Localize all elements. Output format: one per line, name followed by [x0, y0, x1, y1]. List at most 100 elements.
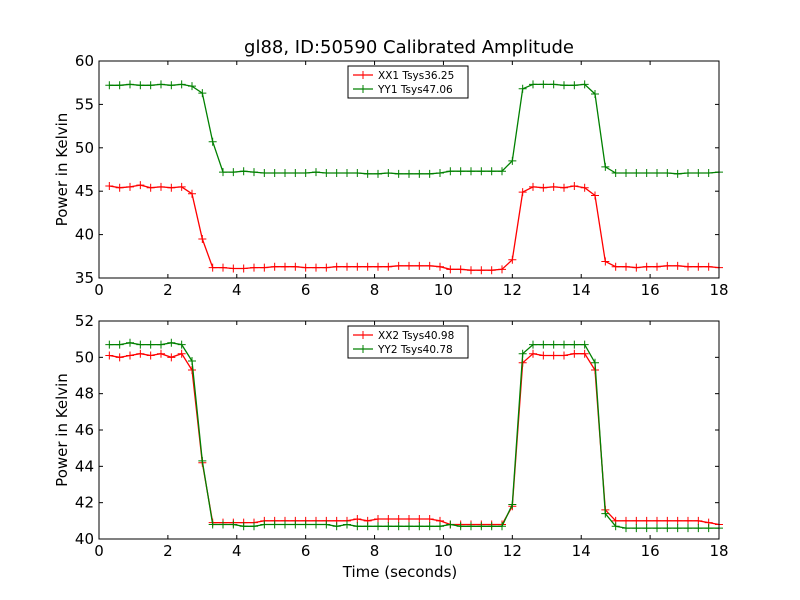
data-point [126, 351, 134, 360]
data-point [653, 262, 661, 271]
data-point [126, 80, 134, 89]
x-tick-label: 8 [370, 542, 380, 560]
data-point [291, 168, 300, 177]
data-point [291, 520, 300, 529]
data-point [136, 340, 145, 349]
data-point [157, 349, 165, 358]
x-tick-label: 10 [434, 281, 453, 299]
data-point [105, 81, 114, 90]
data-point [105, 181, 114, 190]
data-point [446, 520, 455, 529]
data-point [198, 89, 207, 98]
data-point [694, 168, 703, 177]
data-point [663, 261, 672, 270]
legend-marker [359, 331, 367, 339]
data-point [529, 182, 537, 191]
data-point [684, 168, 692, 177]
data-point [146, 351, 155, 360]
data-point [415, 169, 424, 178]
y-tick-label: 40 [75, 530, 94, 548]
data-point [570, 349, 579, 358]
data-point [694, 262, 703, 271]
data-point [312, 168, 320, 177]
data-point [560, 183, 568, 192]
data-point [374, 515, 382, 524]
data-point [663, 168, 672, 177]
data-point [177, 80, 186, 89]
data-point [518, 188, 527, 197]
data-point [405, 522, 413, 531]
data-point [384, 262, 393, 271]
data-point [508, 500, 517, 509]
data-point [694, 516, 703, 525]
data-point [704, 262, 713, 271]
data-point [632, 516, 641, 525]
data-point [425, 169, 434, 178]
data-point [353, 515, 362, 524]
y-tick-label: 55 [75, 95, 94, 113]
data-point [591, 89, 599, 98]
data-point [136, 349, 145, 358]
data-point [580, 80, 589, 89]
data-point [673, 516, 682, 525]
data-point [467, 522, 475, 531]
data-point [436, 522, 444, 531]
data-point [146, 340, 155, 349]
data-point [167, 338, 176, 347]
series-line [105, 338, 723, 533]
data-point [611, 262, 620, 271]
data-point [549, 351, 558, 360]
data-point [446, 265, 455, 274]
data-point [539, 80, 548, 89]
data-point [301, 168, 310, 177]
data-point [239, 522, 248, 531]
data-point [704, 168, 713, 177]
legend: XX2 Tsys40.98 YY2 Tsys40.78 [347, 325, 469, 359]
data-point [467, 266, 475, 275]
x-tick-label: 8 [370, 281, 380, 299]
data-point [601, 509, 610, 518]
data-point [467, 167, 475, 176]
data-point [601, 162, 610, 171]
data-point [456, 522, 465, 531]
legend-label: XX1 Tsys36.25 [378, 70, 454, 82]
x-tick-label: 16 [641, 281, 660, 299]
data-point [115, 340, 124, 349]
data-point [642, 168, 651, 177]
data-point [332, 168, 341, 177]
data-point [301, 263, 310, 272]
legend-marker [359, 345, 367, 353]
y-tick-label: 42 [75, 494, 94, 512]
data-point [394, 515, 403, 524]
x-tick-label: 4 [232, 542, 242, 560]
legend-item: XX2 Tsys40.98 [353, 330, 454, 342]
data-point [146, 183, 155, 192]
data-point [498, 167, 506, 176]
data-point [487, 266, 496, 275]
series-line [105, 181, 723, 275]
data-point [415, 515, 424, 524]
data-point [363, 262, 372, 271]
y-tick-label: 50 [75, 348, 94, 366]
data-point [580, 349, 589, 358]
data-point [219, 263, 227, 272]
data-point [425, 261, 434, 270]
x-axis-label: Time (seconds) [342, 563, 458, 581]
data-point [694, 524, 703, 533]
data-point [487, 522, 496, 531]
data-point [653, 516, 661, 525]
legend-label: YY2 Tsys40.78 [377, 344, 453, 356]
data-point [229, 520, 238, 529]
data-point [322, 263, 331, 272]
data-point [363, 522, 372, 531]
data-point [580, 340, 589, 349]
axes-frame [98, 60, 720, 279]
data-point [622, 168, 630, 177]
x-tick-label: 14 [572, 542, 591, 560]
data-point [394, 261, 403, 270]
data-point [219, 520, 227, 529]
legend-label: YY1 Tsys47.06 [377, 84, 453, 96]
legend-box [347, 65, 469, 99]
